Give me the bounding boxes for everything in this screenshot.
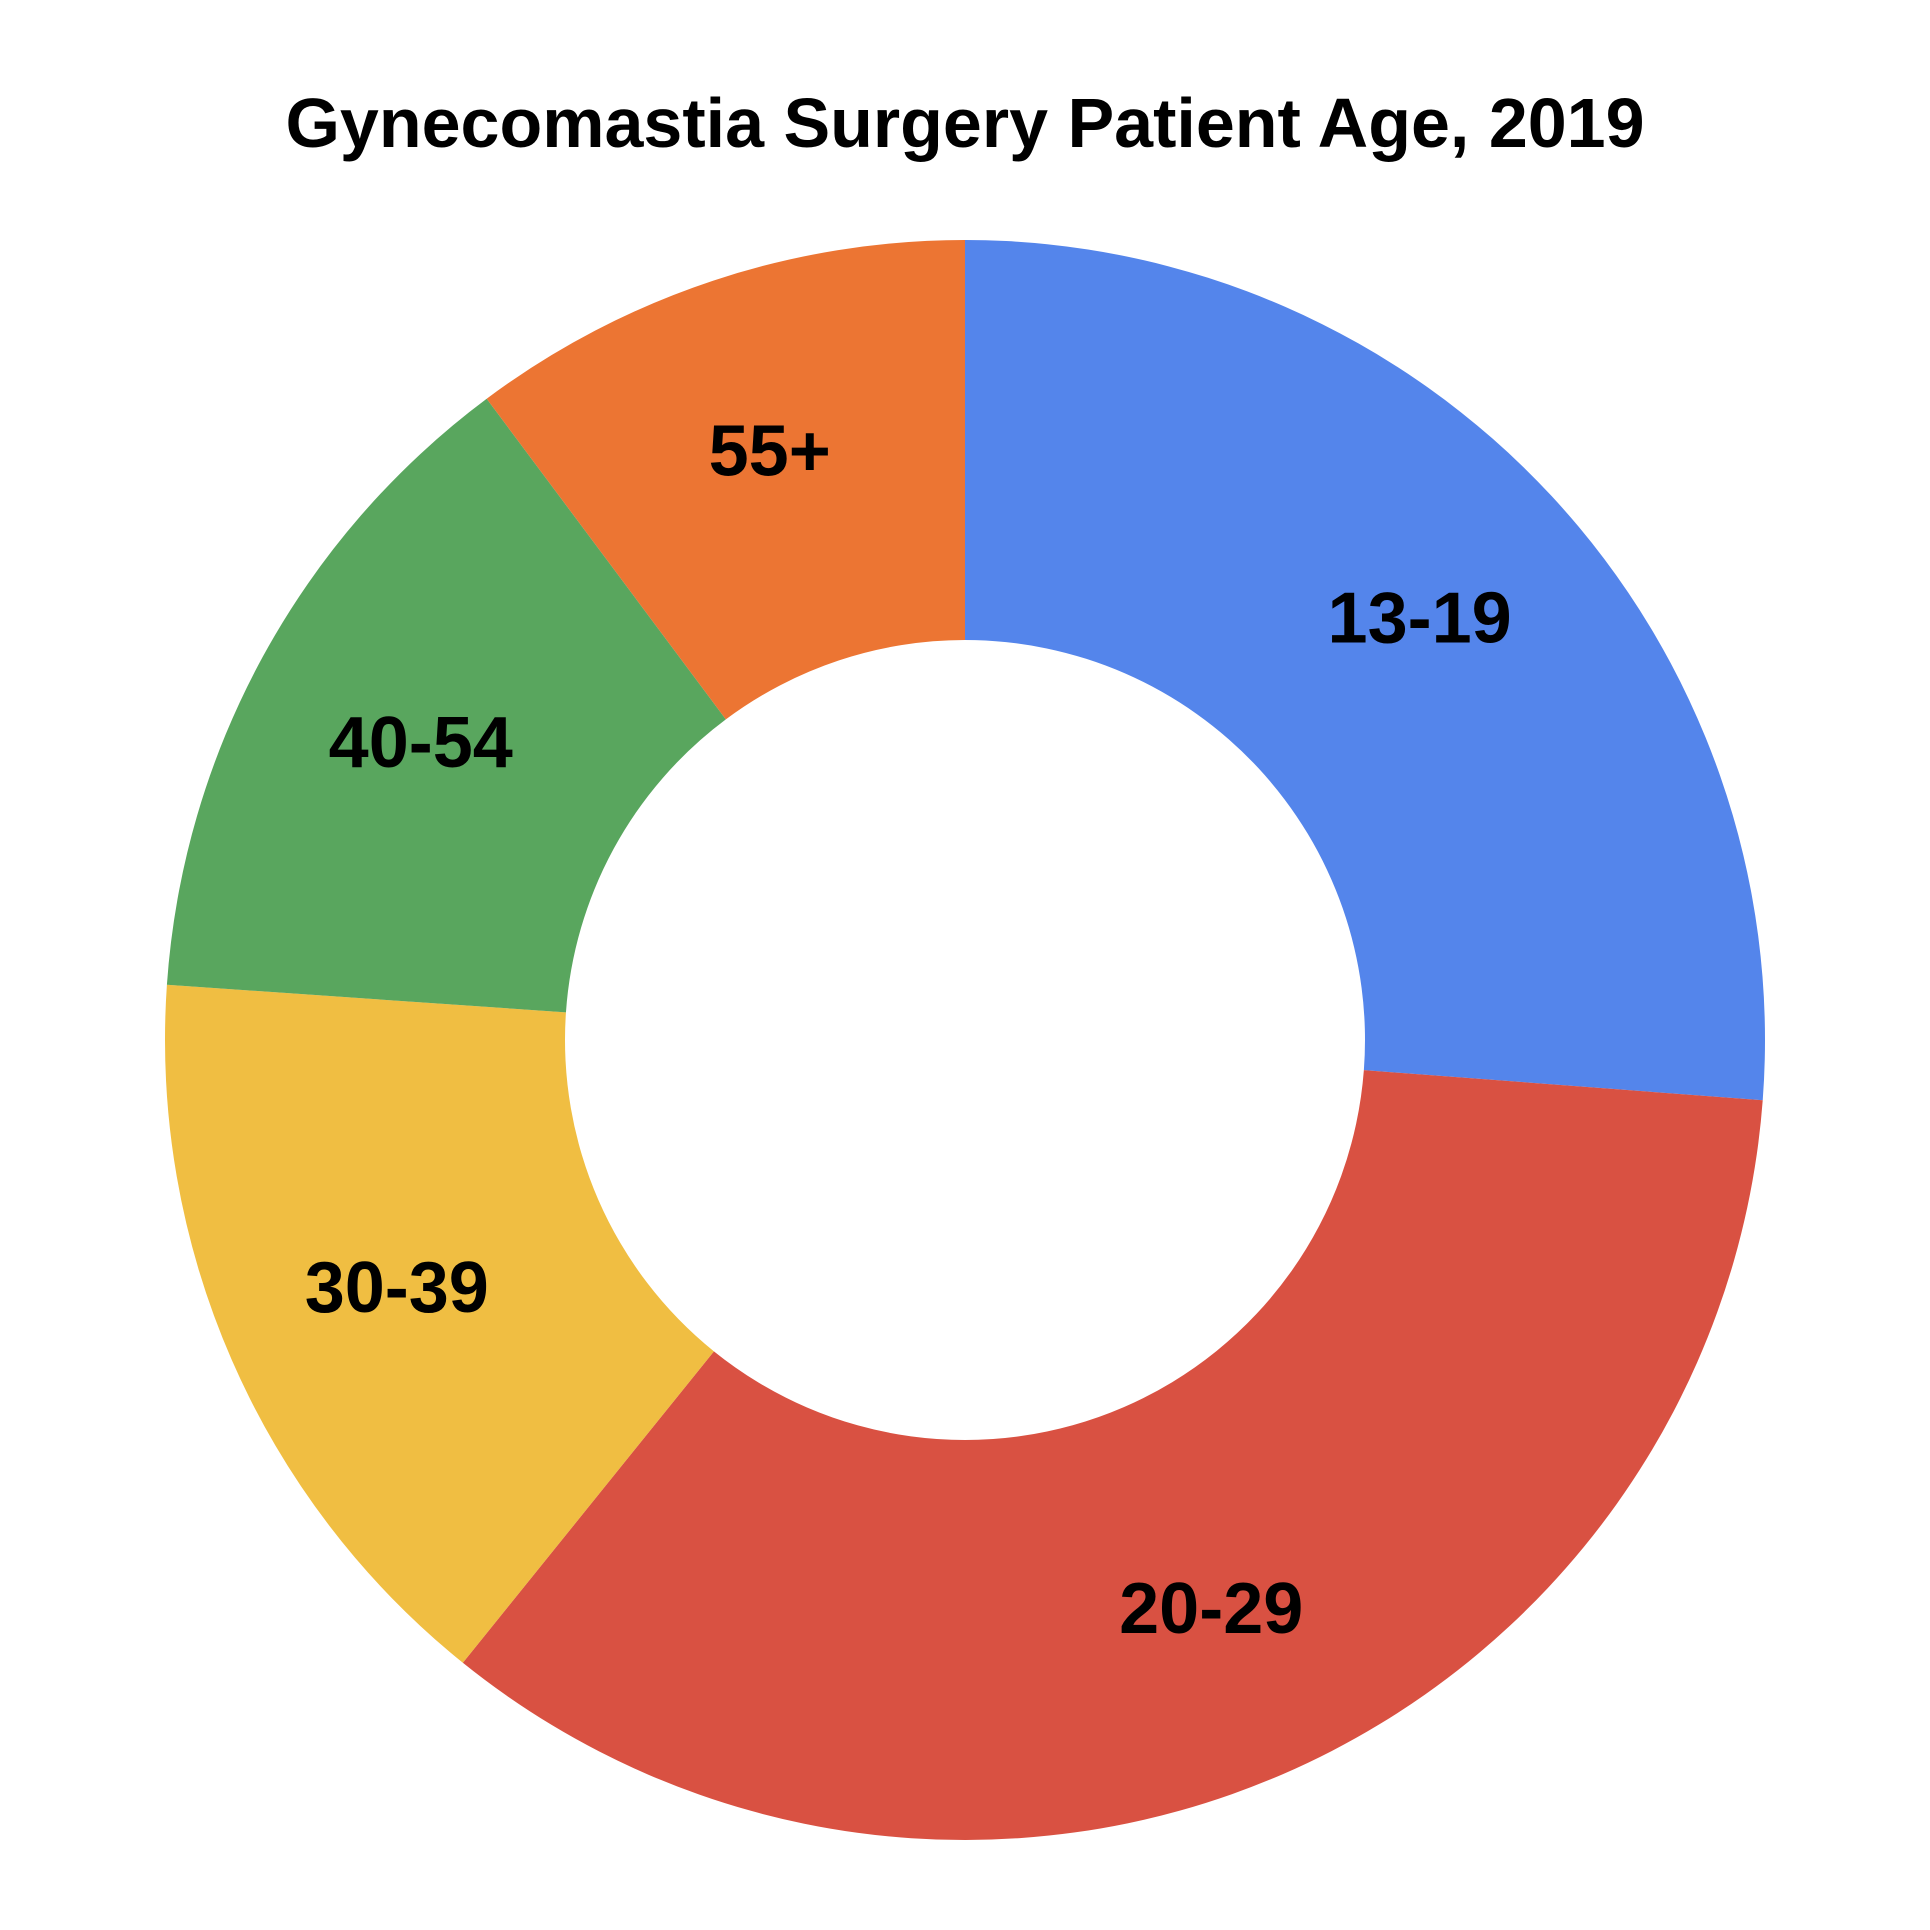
slice-13-19 — [965, 240, 1765, 1101]
slice-55-plus — [486, 240, 965, 720]
donut-slices — [164, 240, 1765, 1840]
slice-label-30-39: 30-39 — [305, 1248, 489, 1328]
slice-label-13-19: 13-19 — [1328, 578, 1512, 658]
slice-labels: 13-19 20-29 30-39 40-54 55+ — [305, 412, 1512, 1649]
chart-title: Gynecomastia Surgery Patient Age, 2019 — [285, 84, 1645, 162]
slice-label-40-54: 40-54 — [329, 703, 513, 783]
slice-label-20-29: 20-29 — [1119, 1569, 1303, 1649]
slice-30-39 — [164, 984, 714, 1663]
slice-40-54 — [166, 398, 726, 1013]
slice-20-29 — [462, 1070, 1763, 1840]
slice-label-55-plus: 55+ — [709, 412, 831, 492]
